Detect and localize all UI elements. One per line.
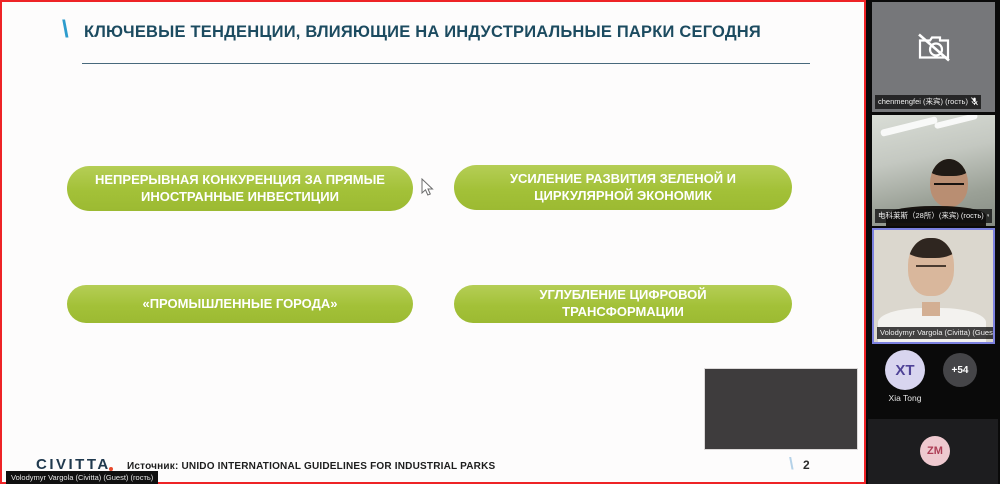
participant-face <box>930 159 968 207</box>
avatar-xia-tong[interactable]: XT <box>885 350 925 390</box>
participant-name: chenmengfei (来宾) (гость) <box>878 97 968 106</box>
slide-title: КЛЮЧЕВЫЕ ТЕНДЕНЦИИ, ВЛИЯЮЩИЕ НА ИНДУСТРИ… <box>84 23 761 41</box>
trend-pill-green-economy: УСИЛЕНИЕ РАЗВИТИЯ ЗЕЛЕНОЙ И ЦИРКУЛЯРНОЙ … <box>454 165 792 210</box>
avatar-zm[interactable]: ZM <box>920 436 950 466</box>
logo-dot <box>109 467 113 471</box>
video-tile-volodymyr[interactable]: Volodymyr Vargola (Civitta) (Guest) (... <box>872 228 995 344</box>
trend-pill-digital-transformation: УГЛУБЛЕНИЕ ЦИФРОВОЙ ТРАНСФОРМАЦИИ <box>454 285 792 323</box>
participant-neck <box>922 302 940 316</box>
camera-overlay-placeholder <box>704 368 858 450</box>
title-accent-mark: \ <box>62 16 69 43</box>
mic-muted-icon <box>971 97 978 106</box>
participant-name-tag: Volodymyr Vargola (Civitta) (Guest) (... <box>877 327 993 339</box>
next-participant-panel: ZM <box>868 419 998 484</box>
civitta-logo: CIVITTA <box>36 456 111 473</box>
more-participants-badge[interactable]: +54 <box>943 353 977 387</box>
shared-screen-slide: \ КЛЮЧЕВЫЕ ТЕНДЕНЦИИ, ВЛИЯЮЩИЕ НА ИНДУСТ… <box>0 0 866 484</box>
participant-name: Volodymyr Vargola (Civitta) (Guest) (... <box>880 328 993 337</box>
source-note: Источник: UNIDO INTERNATIONAL GUIDELINES… <box>127 461 496 472</box>
participant-name-tag: 电科莱斯（28所）(来宾) (гость) <box>875 209 992 223</box>
trend-pill-fdi-competition: НЕПРЕРЫВНАЯ КОНКУРЕНЦИЯ ЗА ПРЯМЫЕ ИНОСТР… <box>67 166 413 211</box>
presenter-name-overlay: Volodymyr Vargola (Civitta) (Guest) (гос… <box>6 471 159 484</box>
trend-pill-industrial-cities: «ПРОМЫШЛЕННЫЕ ГОРОДА» <box>67 285 413 323</box>
video-tile-dianke[interactable]: 电科莱斯（28所）(来宾) (гость) <box>872 115 995 226</box>
title-underline <box>82 63 810 64</box>
mic-muted-icon <box>986 214 989 217</box>
page-number: 2 <box>803 458 810 472</box>
mouse-cursor-icon <box>421 177 435 203</box>
participants-sidebar: chenmengfei (来宾) (гость) 电科莱斯（28所）(来宾) (… <box>866 0 1000 484</box>
ceiling-light <box>880 116 938 137</box>
page-accent-mark: \ <box>789 454 794 473</box>
avatar-name-label: Xia Tong <box>888 393 922 403</box>
participant-name-tag: chenmengfei (来宾) (гость) <box>875 95 981 109</box>
participant-name: 电科莱斯（28所）(来宾) (гость) <box>878 211 984 220</box>
ceiling-light <box>933 115 979 130</box>
camera-off-icon <box>914 32 954 69</box>
video-tile-chenmengfei[interactable]: chenmengfei (来宾) (гость) <box>872 2 995 112</box>
participant-face <box>908 238 954 296</box>
